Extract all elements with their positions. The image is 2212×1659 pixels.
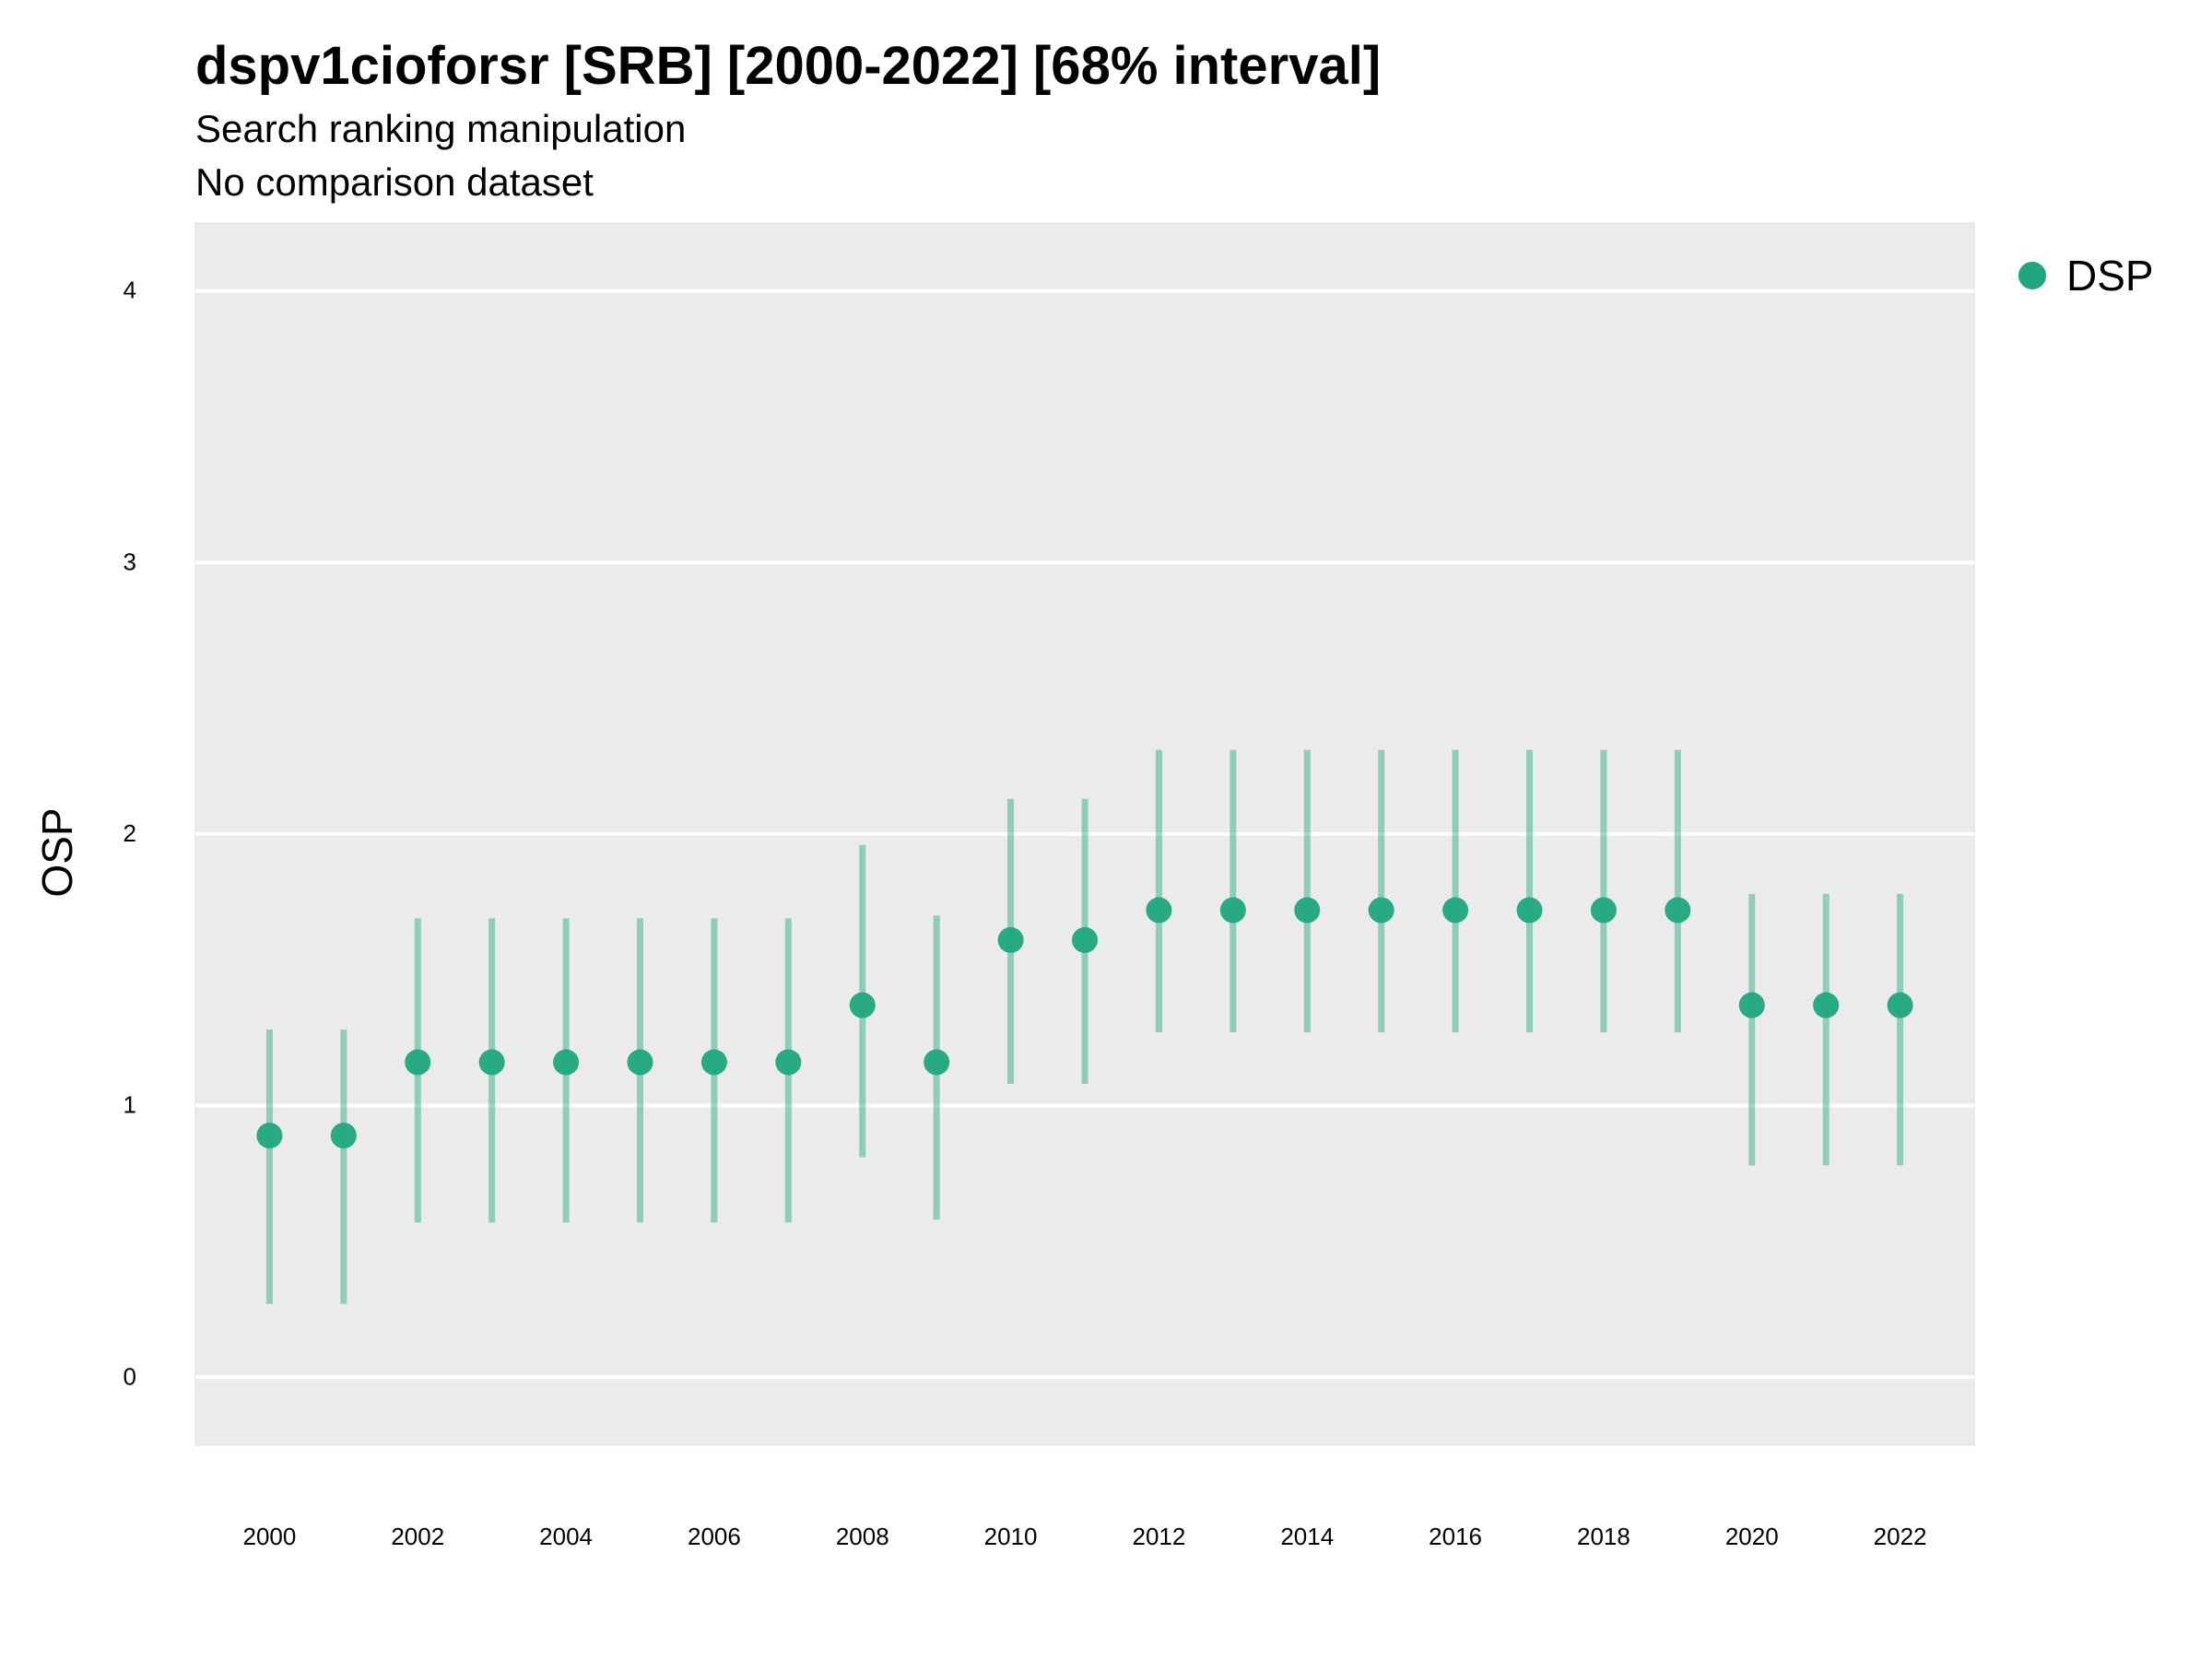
data-point-2001 [330,1123,357,1149]
x-tick-label-2012: 2012 [1132,1523,1185,1550]
legend-label-dsp: DSP [2066,252,2154,300]
y-tick-label-1: 1 [124,1091,136,1119]
chart-subtitle-line-1: Search ranking manipulation [195,107,687,150]
x-tick-label-2018: 2018 [1577,1523,1630,1550]
chart-subtitle-line-2: No comparison dataset [195,160,594,204]
data-point-2008 [849,992,876,1018]
x-tick-label-2000: 2000 [242,1523,296,1550]
data-point-2002 [405,1049,431,1076]
legend-marker-dsp [2018,262,2046,289]
legend: DSP [2018,251,2154,300]
y-tick-labels: 0 1 2 3 4 [124,276,136,1391]
data-point-2000 [256,1123,283,1149]
x-tick-label-2016: 2016 [1429,1523,1482,1550]
x-tick-label-2022: 2022 [1874,1523,1927,1550]
data-point-2015 [1368,897,1394,924]
data-points [256,897,1913,1149]
data-point-2007 [775,1049,802,1076]
chart-title: dspv1cioforsr [SRB] [2000-2022] [68% int… [195,36,1382,96]
y-tick-label-3: 3 [124,547,136,575]
x-tick-label-2004: 2004 [539,1523,593,1550]
data-point-2019 [1665,897,1691,924]
data-point-2011 [1072,926,1098,953]
x-tick-labels: 2000 2002 2004 2006 2008 2010 2012 2014 2016 2018… [242,1523,1926,1550]
y-tick-label-2: 2 [124,819,136,847]
data-point-2003 [478,1049,505,1076]
data-point-2012 [1146,897,1172,924]
x-tick-label-2002: 2002 [391,1523,444,1550]
data-point-2006 [700,1049,727,1076]
data-point-2005 [627,1049,653,1076]
x-tick-label-2020: 2020 [1725,1523,1779,1550]
x-tick-label-2006: 2006 [688,1523,741,1550]
data-point-2010 [997,926,1024,953]
gridlines [195,288,1974,1380]
x-tick-label-2014: 2014 [1280,1523,1334,1550]
data-point-2021 [1813,992,1840,1018]
data-point-2017 [1516,897,1543,924]
data-point-2013 [1219,897,1246,924]
data-point-2014 [1294,897,1321,924]
data-point-2009 [924,1049,950,1076]
data-point-2016 [1442,897,1469,924]
data-point-2020 [1738,992,1765,1018]
y-tick-label-0: 0 [124,1362,136,1390]
data-point-2022 [1887,992,1913,1018]
x-tick-label-2010: 2010 [984,1523,1038,1550]
x-tick-label-2008: 2008 [836,1523,889,1550]
y-tick-label-4: 4 [124,276,136,304]
data-point-2004 [553,1049,580,1076]
data-point-2018 [1590,897,1617,924]
